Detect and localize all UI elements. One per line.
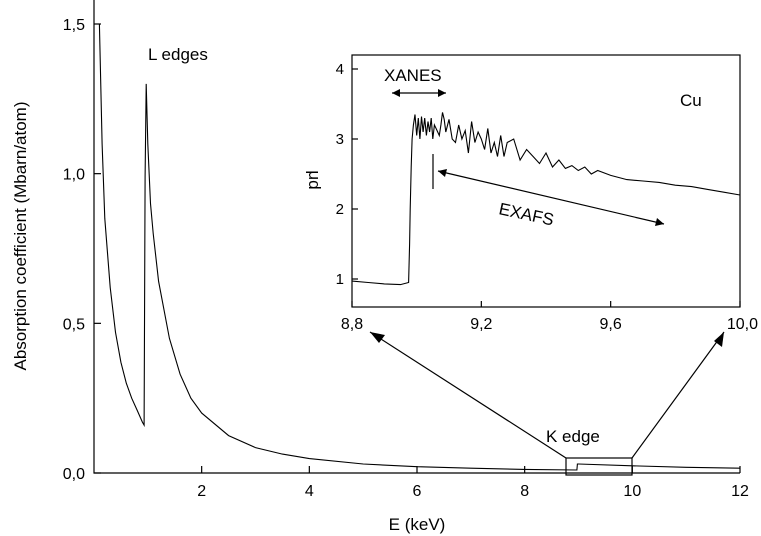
inset-x-tick-label: 9,6 (600, 316, 622, 333)
main-y-tick-label: 1,0 (63, 167, 85, 184)
inset-y-tick-label: 2 (336, 201, 344, 218)
inset-x-tick-label: 8,8 (341, 316, 363, 333)
zoom-arrow-right (631, 331, 725, 459)
main-x-tick-label: 2 (197, 483, 206, 500)
inset-chart: 8,8 9,2 9,6 10,0 1 2 3 4 μd XANES Cu EXAFS (305, 54, 758, 333)
exafs-arrowhead-right (655, 218, 664, 226)
exafs-range-arrow (437, 170, 665, 225)
cu-annotation: Cu (680, 91, 702, 110)
exafs-annotation: EXAFS (497, 199, 555, 229)
zoom-arrow-left (369, 331, 567, 459)
main-x-tick-label: 4 (305, 483, 314, 500)
inset-x-tick-label: 10,0 (727, 316, 758, 333)
zoom-arrowhead-right (714, 332, 724, 347)
xanes-arrowhead-left (392, 89, 400, 97)
xanes-annotation: XANES (384, 66, 442, 85)
main-x-tick-label: 10 (623, 483, 641, 500)
main-y-tick-label: 1,5 (63, 17, 85, 34)
main-y-tick-label: 0,5 (63, 316, 85, 333)
main-y-tick-label: 0,0 (63, 466, 85, 483)
main-x-tick-label: 6 (413, 483, 422, 500)
inset-y-tick-label: 3 (336, 131, 344, 148)
inset-x-tick-label: 9,2 (470, 316, 492, 333)
xanes-arrowhead-right (438, 89, 446, 97)
inset-y-tick-label: 4 (336, 61, 344, 78)
inset-y-axis-title: μd (305, 170, 324, 189)
inset-y-tick-label: 1 (336, 271, 344, 288)
inset-frame (351, 54, 741, 308)
main-x-tick-label: 12 (731, 483, 749, 500)
main-x-axis-title: E (keV) (389, 515, 446, 534)
l-edges-annotation: L edges (148, 45, 208, 64)
k-edge-zoom-box (565, 457, 633, 476)
inset-series-line (351, 112, 741, 286)
exafs-arrowhead-left (438, 169, 447, 177)
k-edge-annotation: K edge (546, 427, 600, 446)
inset-ticks: 8,8 9,2 9,6 10,0 1 2 3 4 (336, 61, 758, 333)
main-y-axis-title: Absorption coefficient (Mbarn/atom) (11, 102, 30, 371)
zoom-arrowhead-left (370, 332, 385, 343)
main-series-line (98, 23, 741, 471)
main-x-tick-label: 8 (520, 483, 529, 500)
main-ticks: 2 4 6 8 10 120,00,51,01,5 (63, 17, 749, 500)
